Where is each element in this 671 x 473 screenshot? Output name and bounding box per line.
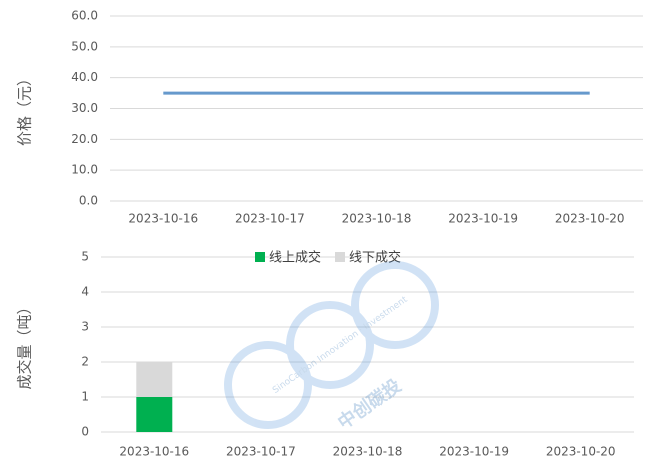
x-tick-label: 2023-10-16 bbox=[128, 212, 198, 226]
y-tick-label: 2 bbox=[81, 355, 89, 369]
y-axis-label: 成交量（吨） bbox=[16, 299, 34, 389]
y-tick-label: 0 bbox=[81, 425, 89, 439]
legend-swatch bbox=[335, 252, 345, 262]
bar-segment bbox=[136, 397, 173, 432]
x-tick-label: 2023-10-17 bbox=[226, 445, 296, 459]
watermark-ring bbox=[224, 341, 312, 429]
y-tick-label: 60.0 bbox=[71, 9, 98, 23]
legend-label: 线下成交 bbox=[349, 250, 401, 266]
x-tick-label: 2023-10-18 bbox=[342, 212, 412, 226]
y-tick-label: 20.0 bbox=[71, 132, 98, 146]
y-tick-label: 30.0 bbox=[71, 101, 98, 115]
legend-swatch bbox=[255, 252, 265, 262]
watermark: 中创碳投 SinoCarbon Innovation · Investment bbox=[224, 261, 439, 434]
x-tick-label: 2023-10-16 bbox=[119, 445, 189, 459]
x-tick-label: 2023-10-17 bbox=[235, 212, 305, 226]
watermark-ring bbox=[351, 261, 439, 349]
bar-segment bbox=[136, 362, 173, 397]
chart: 0.0 10.0 20.0 30.0 40.0 50.0 60.0 价格（元） 2023-10-… bbox=[16, 9, 643, 226]
legend-label: 线上成交 bbox=[269, 250, 321, 266]
x-tick-label: 2023-10-20 bbox=[555, 212, 625, 226]
watermark-ring bbox=[286, 301, 374, 389]
y-tick-label: 0.0 bbox=[79, 194, 98, 208]
y-tick-label: 10.0 bbox=[71, 163, 98, 177]
x-tick-label: 2023-10-20 bbox=[546, 445, 616, 459]
x-tick-label: 2023-10-18 bbox=[333, 445, 403, 459]
y-tick-label: 50.0 bbox=[71, 39, 98, 53]
y-tick-label: 40.0 bbox=[71, 70, 98, 84]
chart: 0 1 2 3 4 5 成交量（吨） 2023-10-16 2023-10-17 2023-10-… bbox=[16, 250, 634, 459]
y-tick-label: 5 bbox=[81, 250, 89, 264]
x-tick-label: 2023-10-19 bbox=[448, 212, 518, 226]
y-axis-label: 价格（元） bbox=[16, 71, 34, 146]
y-tick-label: 3 bbox=[81, 320, 89, 334]
y-tick-label: 1 bbox=[81, 390, 89, 404]
y-tick-label: 4 bbox=[81, 285, 89, 299]
x-tick-label: 2023-10-19 bbox=[439, 445, 509, 459]
